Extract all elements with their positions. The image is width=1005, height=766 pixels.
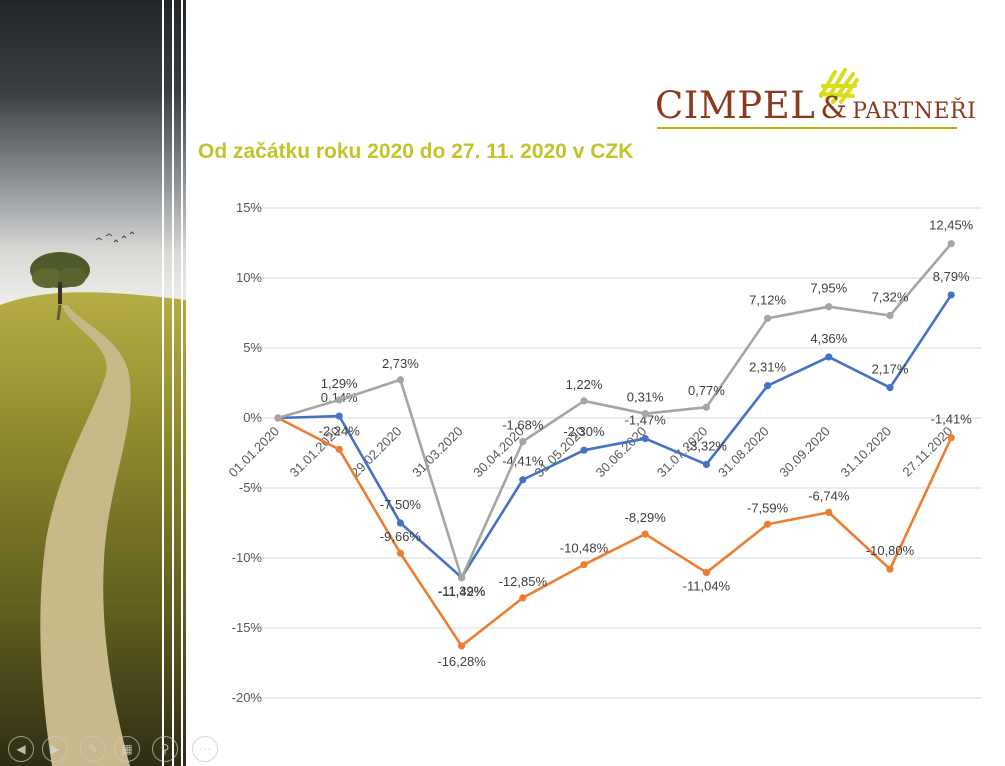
data-label: 7,32% [872,290,909,305]
chart-title: Od začátku roku 2020 do 27. 11. 2020 v C… [198,140,634,163]
data-label: 0,31% [627,390,664,405]
data-point [580,397,588,405]
data-point [580,561,588,569]
data-label: 2,73% [382,356,419,371]
data-point [335,396,343,404]
data-label: 12,45% [929,218,974,233]
x-tick-label: 30.09.2020 [776,424,833,481]
y-tick-label: -5% [239,480,263,495]
y-tick-label: 5% [243,340,262,355]
series-line [277,242,953,580]
logo-ampersand: & [820,91,848,126]
y-tick-label: -20% [232,690,263,705]
data-label: -1,47% [625,413,667,428]
data-point [396,519,404,527]
data-point [886,384,894,392]
data-label: -10,80% [866,543,915,558]
data-point [458,642,466,650]
logo-sub-text: PARTNEŘI [852,99,977,124]
data-point [825,353,833,361]
data-point [458,574,466,582]
data-point [947,240,955,248]
company-logo: CIMPEL & PARTNEŘI [655,66,976,130]
data-label: -11,39% [438,583,486,598]
data-label: -16,28% [437,654,486,669]
data-label: 4,36% [810,331,847,346]
data-label: -7,50% [380,497,422,512]
data-point [641,410,649,418]
logo-underline [657,127,957,129]
data-label: -12,85% [499,574,548,589]
data-point [947,434,955,442]
data-label: 0,77% [688,383,725,398]
data-label: 2,31% [749,360,786,375]
data-label: -1,41% [931,412,973,427]
data-label: 1,29% [321,376,358,391]
data-point [886,565,894,573]
data-label: -6,74% [808,488,850,503]
data-point [641,434,649,443]
series-line [277,416,953,648]
data-point [519,476,527,484]
data-point [335,445,343,453]
y-tick-label: -15% [232,620,263,635]
data-label: -11,04% [683,579,731,594]
data-label: -1,68% [502,418,544,433]
background-photo [0,0,186,766]
x-tick-label: 01.01.2020 [225,424,282,481]
pen-icon[interactable]: ✎ [80,736,106,762]
data-point [641,530,649,538]
data-label: -2,30% [563,424,605,439]
data-point [335,412,343,420]
data-label: 7,12% [749,292,786,307]
data-point [702,403,711,411]
x-tick-label: 31.10.2020 [837,424,894,481]
data-point [396,549,404,557]
data-point [702,460,711,469]
data-point [886,311,894,320]
previous-icon[interactable]: ◀ [8,736,34,762]
data-point [274,414,282,422]
slides-icon[interactable]: ▦ [114,736,140,762]
data-label: -3,32% [686,438,728,453]
data-point [702,568,711,577]
y-tick-label: -10% [232,550,263,565]
data-label: -10,48% [560,541,609,556]
data-point [825,303,833,311]
divider-line [162,0,164,766]
logo-mark-icon [819,68,859,104]
data-label: -11,42% [438,584,486,599]
zoom-icon[interactable]: ⚲ [152,736,178,762]
y-tick-label: 0% [243,410,262,425]
slideshow-controls: ◀ ▶ ✎ ▦ ⚲ ⋯ [0,734,230,766]
data-label: -9,66% [380,529,422,544]
divider-line [181,0,183,766]
divider-line [172,0,174,766]
x-tick-label: 27.11.2020 [899,424,955,480]
data-point [825,508,833,516]
data-label: -2,24% [319,423,361,438]
logo-main-text: CIMPEL [655,84,816,127]
data-point [519,437,527,446]
data-label: 2,17% [872,362,909,377]
data-point [947,291,955,299]
series-line [277,294,953,579]
data-point [519,594,527,602]
data-label: -8,29% [625,510,667,525]
data-point [764,382,772,390]
y-tick-label: 10% [236,270,262,285]
y-tick-label: 15% [236,200,262,215]
data-point [764,520,772,528]
next-icon[interactable]: ▶ [42,736,68,762]
line-chart: 15%10%5%0%-5%-10%-15%-20%01.01.2020 31.01… [225,200,982,705]
data-label: 7,95% [810,281,847,296]
data-label: 1,22% [566,377,603,392]
data-point [396,376,404,384]
more-icon[interactable]: ⋯ [192,736,218,762]
data-point [764,314,772,322]
data-label: -4,41% [502,454,544,469]
data-label: 8,79% [933,269,970,284]
data-point [580,446,588,454]
data-label: -7,59% [747,500,789,515]
